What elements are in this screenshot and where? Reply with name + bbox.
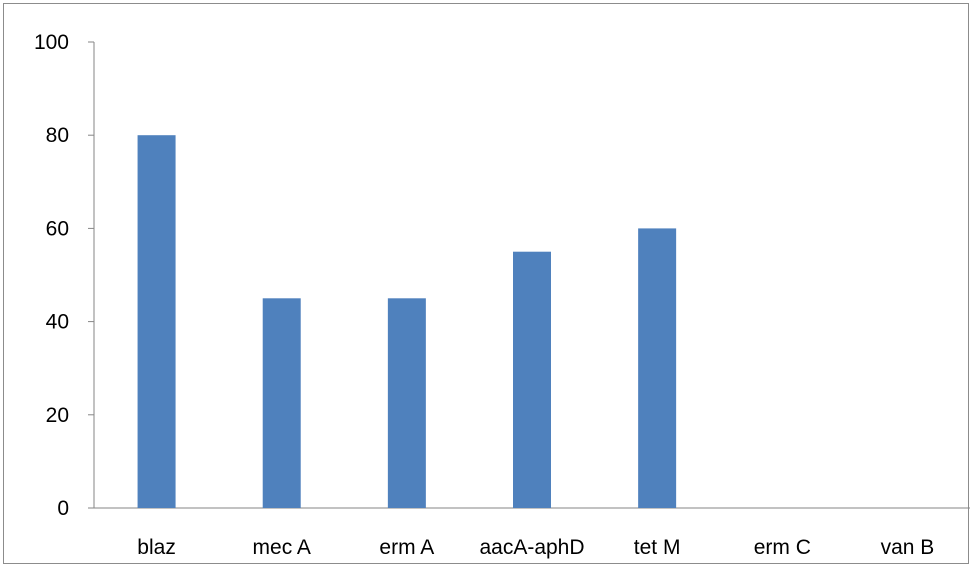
x-category-label: erm C xyxy=(754,536,811,559)
x-category-label: erm A xyxy=(379,536,434,559)
bars xyxy=(137,135,677,508)
y-tick-label: 20 xyxy=(46,404,69,427)
x-category-label: mec A xyxy=(253,536,311,559)
x-category-label: tet M xyxy=(634,536,681,559)
y-tick-label: 60 xyxy=(46,217,69,240)
y-tick-label: 100 xyxy=(34,31,69,54)
x-axis-labels: blaz mec A erm A aacA-aphD tet M erm C van B xyxy=(137,536,934,559)
bar-tet-m xyxy=(638,228,677,508)
y-tick-label: 80 xyxy=(46,124,69,147)
bar-blaz xyxy=(137,135,176,508)
bar-mec-a xyxy=(262,298,301,508)
x-category-label: blaz xyxy=(137,536,176,559)
bar-erm-a xyxy=(387,298,426,508)
x-category-label: van B xyxy=(881,536,935,559)
bar-aaca-aphd xyxy=(513,251,551,508)
x-category-label: aacA-aphD xyxy=(479,536,584,559)
y-axis-ticks: 0 20 40 60 80 100 xyxy=(34,31,94,520)
y-tick-label: 40 xyxy=(46,311,69,334)
y-tick-label: 0 xyxy=(57,497,69,520)
